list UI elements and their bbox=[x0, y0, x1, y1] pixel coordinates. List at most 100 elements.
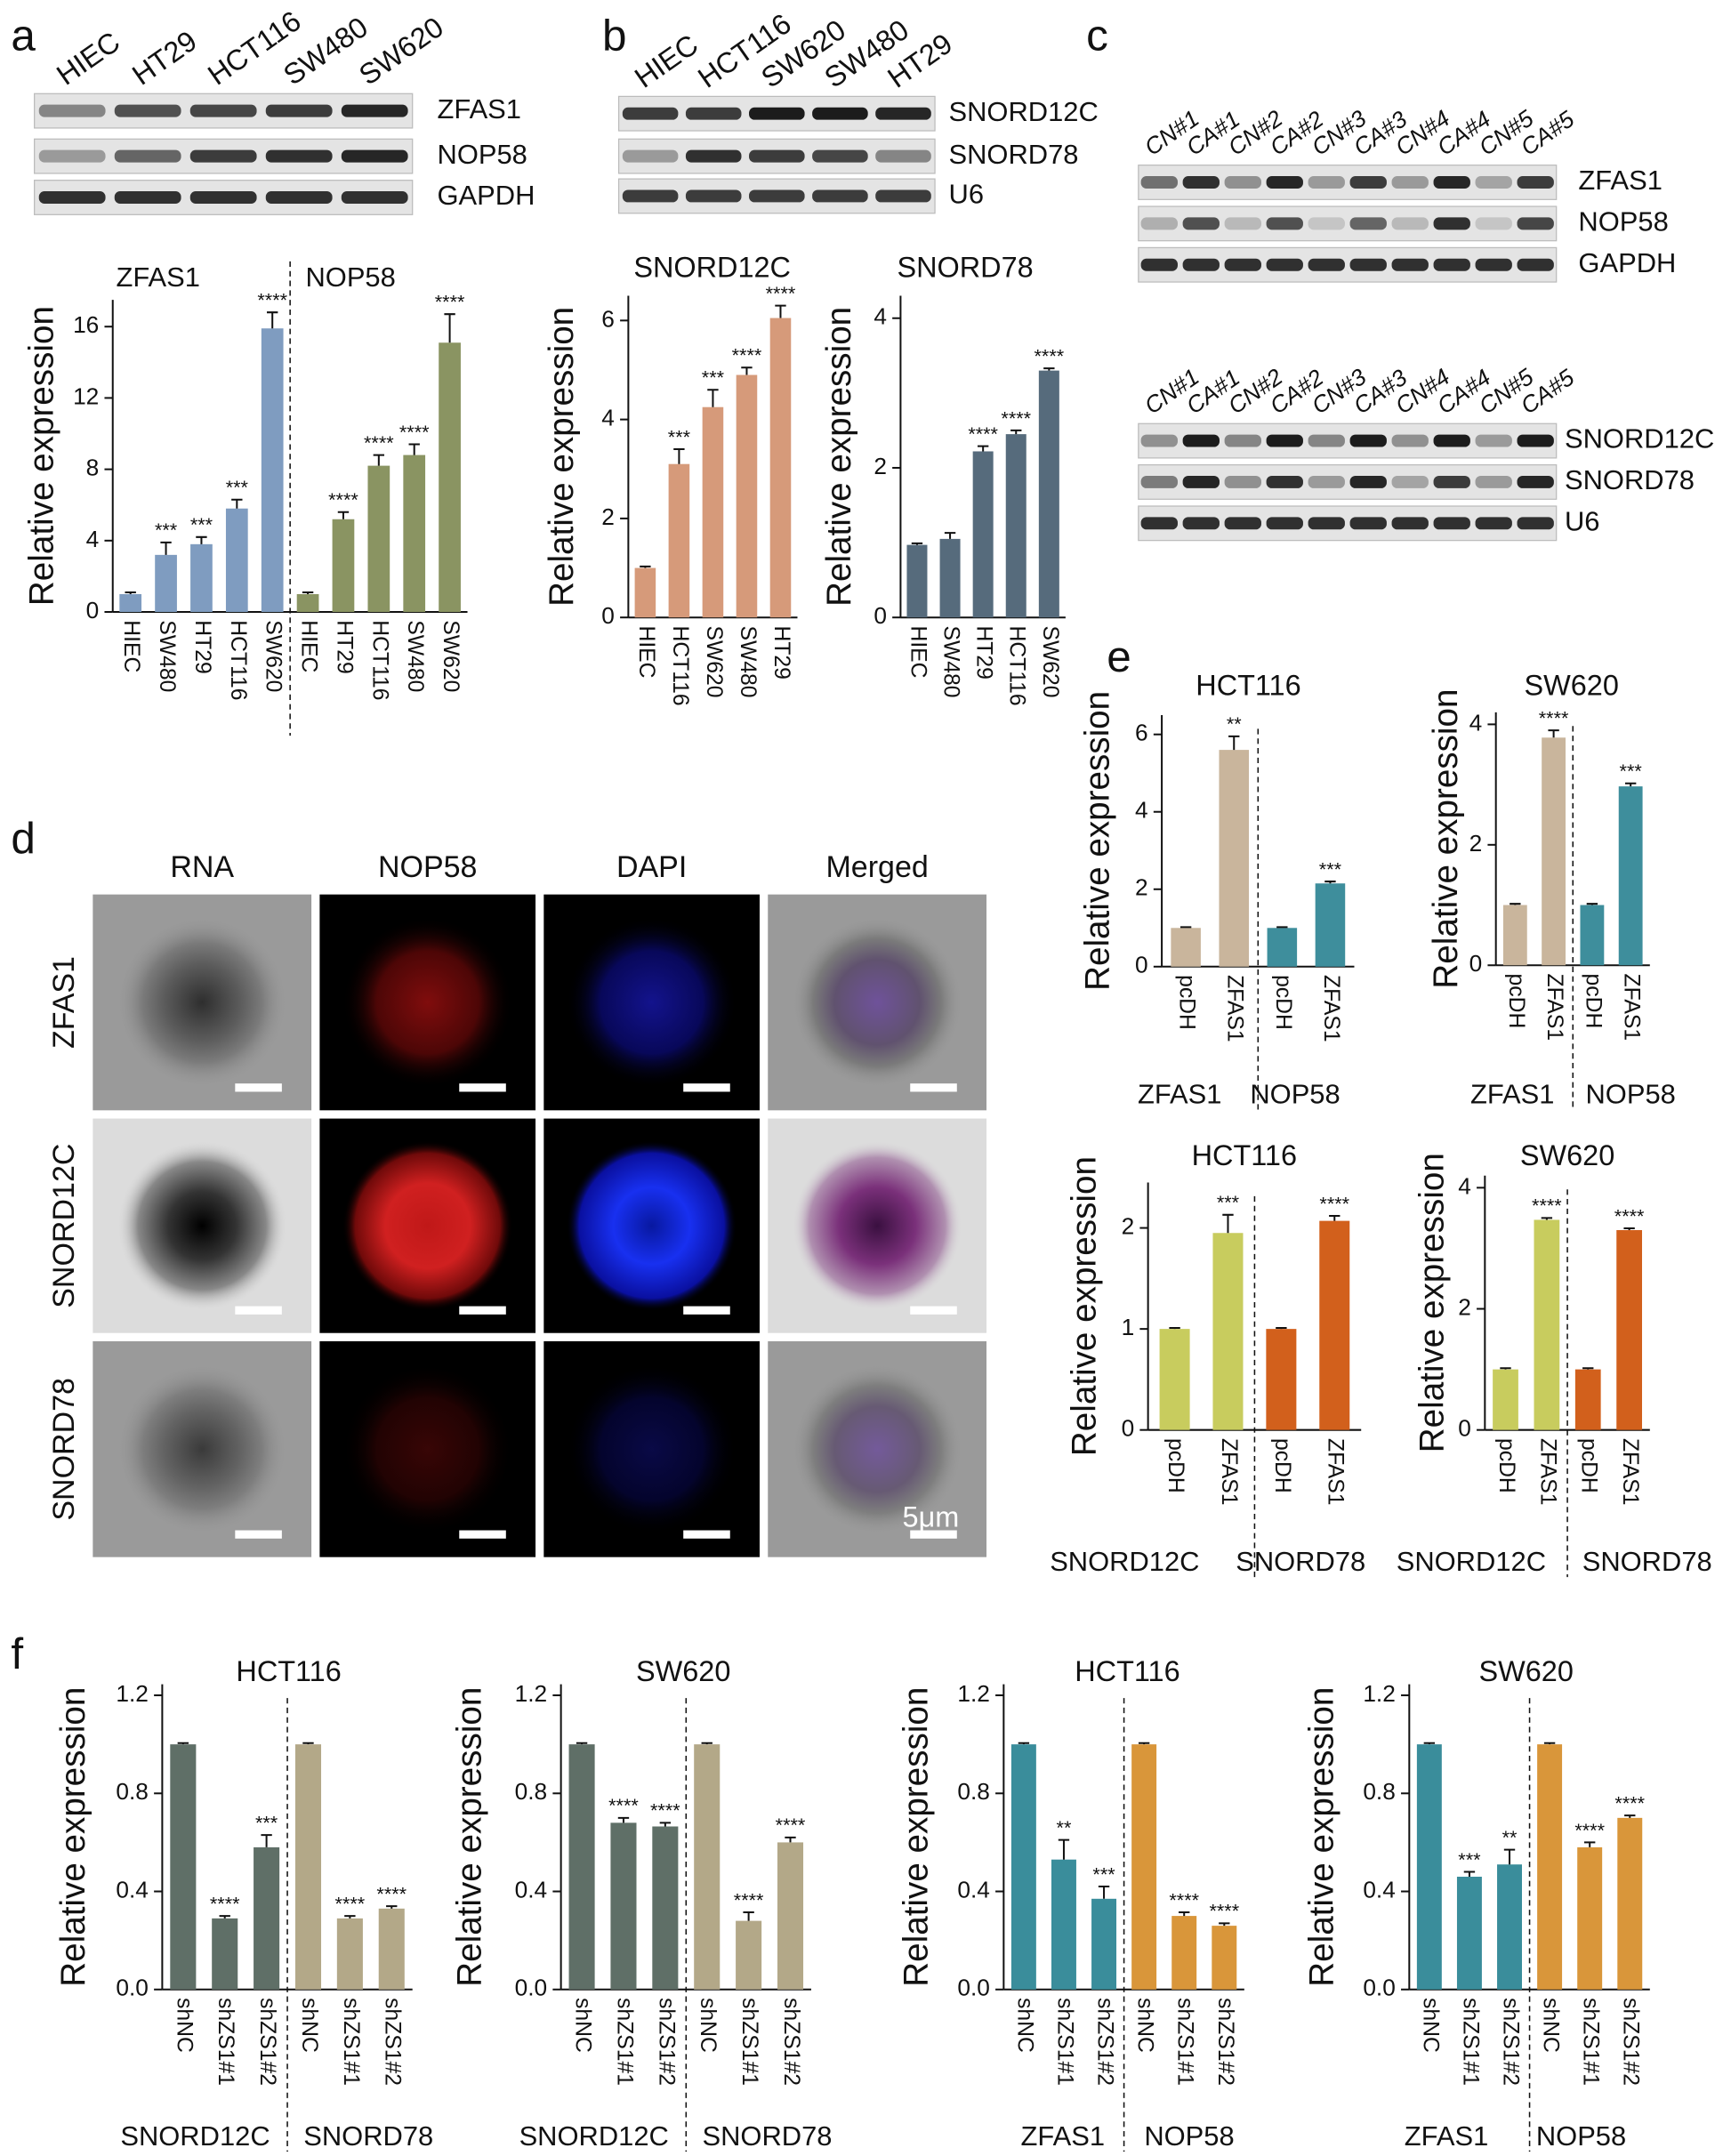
significance: **** bbox=[766, 282, 796, 304]
cell bbox=[342, 917, 513, 1088]
bar bbox=[367, 465, 390, 613]
scale-bar bbox=[683, 1083, 730, 1092]
y-tick-label: 4 bbox=[1469, 709, 1483, 736]
error-bar bbox=[344, 1915, 356, 1919]
error-bar bbox=[261, 1834, 272, 1847]
blot-row-label: GAPDH bbox=[1578, 247, 1676, 278]
bar bbox=[403, 455, 426, 613]
significance: *** bbox=[1319, 857, 1342, 880]
x-tick-label: shZS1#1 bbox=[213, 1998, 238, 2086]
significance: **** bbox=[1319, 1192, 1349, 1214]
cell bbox=[792, 917, 962, 1088]
bar bbox=[1159, 1329, 1190, 1430]
blot-band bbox=[1140, 517, 1178, 530]
group-label: SNORD78 bbox=[702, 2120, 832, 2152]
blot-band bbox=[749, 189, 805, 203]
y-tick-label: 0.0 bbox=[116, 1975, 149, 2001]
y-tick-label: 12 bbox=[73, 382, 99, 409]
blot-band bbox=[114, 149, 181, 163]
column-label: DAPI bbox=[616, 850, 687, 884]
blot-band bbox=[685, 149, 742, 163]
x-tick-label: ZFAS1 bbox=[1319, 975, 1343, 1042]
blot-band bbox=[1308, 258, 1345, 271]
x-tick-label: HT29 bbox=[769, 625, 793, 679]
x-tick-label: SW480 bbox=[403, 620, 427, 692]
chart-title: SW620 bbox=[1520, 1139, 1614, 1171]
x-tick-label: SW480 bbox=[939, 625, 963, 697]
blot-band bbox=[1517, 475, 1554, 488]
error-bar bbox=[1582, 1367, 1594, 1370]
x-tick-label: ZFAS1 bbox=[1324, 1438, 1348, 1506]
x-tick-label: ZFAS1 bbox=[1618, 1438, 1642, 1506]
blot-band bbox=[685, 189, 742, 203]
blot-band bbox=[622, 107, 679, 120]
error-bar bbox=[1058, 1838, 1070, 1860]
y-tick-label: 0 bbox=[874, 602, 887, 629]
bar bbox=[694, 1744, 721, 1990]
significance: **** bbox=[776, 1814, 806, 1836]
blot-row-label: ZFAS1 bbox=[1578, 165, 1662, 196]
y-tick-label: 4 bbox=[1135, 797, 1148, 824]
y-tick-label: 1.2 bbox=[116, 1680, 149, 1707]
bar bbox=[261, 328, 284, 613]
error-bar bbox=[1018, 1742, 1030, 1745]
error-bar bbox=[1222, 1213, 1234, 1234]
blot-band bbox=[1308, 517, 1345, 530]
cell bbox=[792, 1140, 962, 1311]
bar bbox=[296, 593, 319, 613]
blot-band bbox=[1391, 176, 1429, 189]
error-bar bbox=[160, 541, 172, 555]
error-bar bbox=[673, 448, 685, 464]
bar bbox=[1502, 905, 1527, 966]
chart-title: HCT116 bbox=[1196, 670, 1300, 702]
y-axis-label: Relative expression bbox=[23, 306, 61, 606]
y-tick-label: 2 bbox=[1469, 830, 1483, 857]
error-bar bbox=[701, 1742, 713, 1745]
group-label: NOP58 bbox=[1144, 2120, 1234, 2152]
bar bbox=[769, 318, 792, 618]
significance: *** bbox=[1620, 760, 1643, 782]
bar bbox=[1267, 928, 1298, 967]
bar bbox=[1618, 786, 1643, 966]
scale-bar bbox=[235, 1306, 282, 1315]
bar bbox=[939, 538, 961, 618]
chart-title: HCT116 bbox=[1075, 1655, 1179, 1687]
x-tick-label: SW620 bbox=[439, 620, 463, 692]
lane-label: HIEC bbox=[51, 26, 125, 92]
y-tick-label: 0 bbox=[1135, 952, 1148, 978]
blot-band bbox=[1224, 258, 1261, 271]
bar bbox=[972, 451, 994, 618]
blot-band bbox=[1266, 258, 1303, 271]
blot-row-label: ZFAS1 bbox=[438, 93, 521, 125]
error-bar bbox=[408, 443, 420, 455]
blot-band bbox=[1182, 434, 1220, 447]
x-tick-label: HIEC bbox=[634, 625, 658, 678]
group-label: ZFAS1 bbox=[1470, 1078, 1554, 1109]
blot-band bbox=[1349, 176, 1387, 189]
group-label: ZFAS1 bbox=[1021, 2120, 1105, 2152]
bar bbox=[170, 1744, 197, 1990]
significance: **** bbox=[608, 1794, 639, 1816]
bar bbox=[1266, 1329, 1297, 1430]
bar bbox=[1319, 1220, 1350, 1430]
y-axis-label: Relative expression bbox=[1079, 691, 1117, 991]
error-bar bbox=[267, 311, 278, 329]
bar bbox=[1171, 1916, 1197, 1990]
blot-band bbox=[1433, 176, 1470, 189]
blot-band bbox=[1475, 517, 1512, 530]
blot-band bbox=[1308, 475, 1345, 488]
cell bbox=[566, 1364, 737, 1535]
panel-label: d bbox=[11, 814, 36, 863]
y-tick-label: 2 bbox=[1122, 1213, 1135, 1240]
blot-band bbox=[1349, 434, 1387, 447]
blot-band bbox=[749, 107, 805, 120]
x-tick-label: ZFAS1 bbox=[1535, 1438, 1559, 1506]
blot-band bbox=[1140, 258, 1178, 271]
blot-band bbox=[875, 189, 931, 203]
bar bbox=[1574, 1369, 1601, 1430]
significance: **** bbox=[399, 421, 430, 443]
y-axis-label: Relative expression bbox=[54, 1687, 93, 1987]
blot-row-label: NOP58 bbox=[438, 139, 527, 170]
significance: **** bbox=[435, 291, 465, 313]
x-tick-label: ZFAS1 bbox=[1217, 1438, 1241, 1506]
